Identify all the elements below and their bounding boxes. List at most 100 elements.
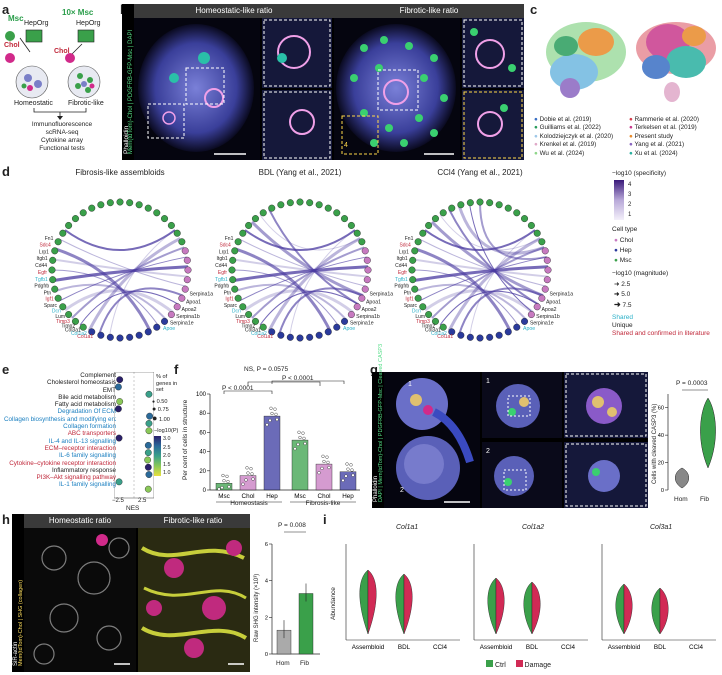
gene-label: Apoe	[343, 326, 355, 332]
gene-label: Egfr	[218, 270, 228, 276]
gene-title-col1a2: Col1a2	[522, 524, 545, 531]
gene-label: Col3a1	[65, 328, 81, 334]
ligand-receptor-node	[178, 238, 186, 246]
ligand-receptor-node	[184, 266, 192, 274]
interaction-chord	[424, 229, 536, 252]
chol-label-2: Chol	[54, 48, 70, 55]
confirmed-label: Shared and confirmed in literature	[612, 330, 710, 337]
output-item: Immunofluorescence	[31, 121, 93, 128]
pathway-label: Collagen formation	[63, 423, 116, 431]
data-point	[302, 436, 306, 440]
ligand-receptor-node	[54, 294, 62, 302]
fibrotic-ratio-title: Fibrotic-like ratio	[334, 4, 524, 18]
gene-label: Lrp1	[219, 249, 229, 255]
legend-item: ● Present study	[629, 132, 674, 140]
x-tick-label: Hep	[266, 493, 278, 500]
ligand-receptor-node	[71, 215, 79, 223]
gene-label: Timp3	[56, 319, 70, 325]
legend-item: ➜ 2.5	[614, 281, 631, 288]
ligand-receptor-node	[286, 333, 294, 341]
bar	[298, 593, 314, 655]
legend-item: ● Terkelsen et al. (2019)	[629, 124, 697, 132]
interaction-chord	[431, 246, 545, 319]
gene-label: Igf1	[45, 297, 54, 303]
g-xtick-fib: Fib	[700, 496, 710, 503]
ligand-receptor-node	[49, 256, 57, 264]
gene-label: Itgb1	[397, 256, 408, 262]
specificity-colorbar	[614, 180, 624, 220]
pathway-dot	[115, 383, 122, 391]
ligand-receptor-node	[476, 334, 484, 342]
gene-label: Serpina1a	[190, 291, 214, 297]
x-tick-label: BDL	[398, 644, 411, 651]
i-legend: Ctrl Damage	[486, 660, 551, 669]
ligand-receptor-node	[306, 199, 314, 207]
gene-label: Sparc	[404, 303, 418, 309]
pathway-dot	[144, 449, 152, 457]
gene-label: Serpina1b	[176, 314, 200, 320]
legend-item: ● Chol	[614, 237, 634, 244]
panel-c-umap: ● Dobie et al. (2019) ● Rammerie et al. …	[530, 4, 722, 160]
pathway-dot	[116, 376, 124, 384]
g-xtick-hom: Hom	[674, 496, 688, 503]
data-point	[351, 473, 355, 477]
shg-images	[24, 528, 250, 672]
pathway-label: Bile acid metabolism	[58, 393, 116, 401]
ligand-receptor-node	[251, 317, 259, 325]
violin-damage	[659, 587, 669, 635]
interaction-chord	[71, 246, 185, 319]
p-annotation-1: P < 0.0001	[222, 385, 254, 392]
ligand-receptor-node	[88, 204, 96, 212]
violin-ctrl	[359, 569, 369, 635]
data-point	[275, 417, 279, 422]
pathway-label: ABC transporters	[67, 430, 116, 438]
ligand-receptor-node	[341, 317, 349, 325]
interaction-chord	[234, 247, 332, 332]
panel-label-a: a	[2, 2, 10, 17]
svg-text:1: 1	[408, 381, 412, 388]
legend-item: ● Krenkel et al. (2019)	[534, 141, 597, 149]
fibrotic-label: Fibrotic-like	[68, 100, 104, 107]
x-tick-label: Hep	[342, 493, 354, 500]
panel-a-schematic: Msc 10× Msc HepOrg HepOrg Chol Chol Home…	[0, 0, 118, 160]
ligand-receptor-node	[259, 209, 267, 217]
ligand-receptor-node	[97, 201, 105, 209]
ligand-receptor-node	[457, 331, 465, 339]
interaction-chord	[268, 208, 360, 306]
violin-ctrl	[487, 577, 497, 635]
pathway-dot	[144, 485, 152, 493]
y-tick-label: 0	[661, 488, 664, 494]
ligand-receptor-node	[543, 256, 551, 264]
gene-label: Lrp1	[39, 249, 49, 255]
homeostatic-label: Homeostatic	[14, 100, 53, 107]
data-point	[225, 474, 229, 478]
gene-label: Dcn	[232, 309, 241, 315]
panel-label-g: g	[370, 362, 378, 377]
pathway-label: IL-6 family signalling	[58, 452, 116, 460]
y-tick-label: 0	[203, 488, 207, 494]
ligand-receptor-node	[116, 334, 124, 342]
gene-label: Dcn	[52, 309, 61, 315]
ctrl-label: Ctrl	[494, 662, 506, 669]
data-point	[301, 431, 305, 435]
ligand-receptor-node	[419, 303, 427, 311]
shared-label: Shared	[612, 314, 633, 321]
pathway-labels: Complement Cholesterol homeostasis EMT Bile…	[4, 372, 116, 489]
y-tick-label: 4	[265, 579, 268, 585]
ligand-receptor-node	[59, 303, 67, 311]
gene-label: Serpina1a	[370, 291, 394, 297]
size-legend: ● 0.50 ● 0.75 ● 1.00	[152, 399, 170, 423]
gene-label: Timp2	[421, 324, 435, 330]
data-point	[268, 418, 272, 422]
pathway-label: EMT	[102, 386, 116, 394]
gene-label: Serpina1e	[170, 321, 194, 327]
ligand-receptor-node	[411, 247, 419, 255]
gene-label: Tgfb1	[395, 277, 408, 283]
h-xtick-fib: Fib	[300, 660, 310, 667]
ligand-receptor-node	[408, 266, 416, 274]
gene-label: Apoa2	[181, 307, 196, 313]
casp3-violin-plot: 0 20 40 60	[658, 389, 716, 494]
y-tick-label: 2	[265, 615, 268, 621]
svg-text:2: 2	[400, 487, 404, 494]
shg-intensity-chart: 0 2 4 6	[265, 531, 320, 658]
